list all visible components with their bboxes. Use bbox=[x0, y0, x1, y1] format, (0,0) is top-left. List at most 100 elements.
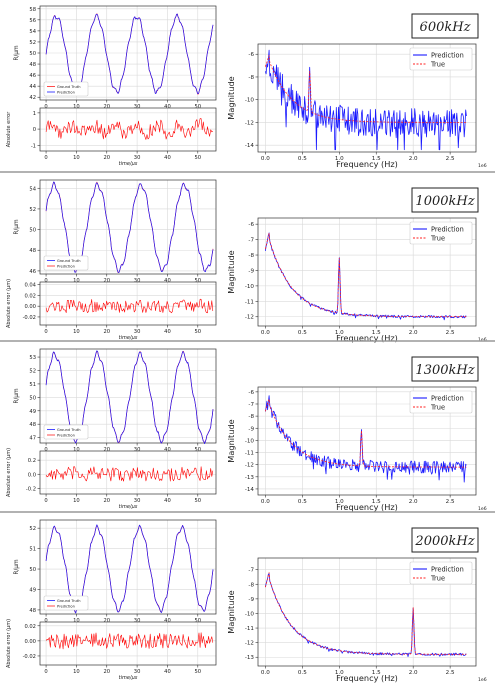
spectrum-chart-xlabel: Frequency (Hz) bbox=[336, 333, 398, 343]
spectrum-chart-frame bbox=[257, 386, 477, 496]
time-chart-xtick-label: 30 bbox=[134, 447, 141, 453]
spectrum-chart: 0.0 0.5 1.0 1.5 2.0 2.5 -7 -8 -9 -10 -11 -12 -13 Magn… bbox=[226, 557, 487, 683]
error-chart-background bbox=[40, 282, 216, 325]
error-chart-xlabel: time/μs bbox=[119, 504, 138, 510]
error-chart-xtick-label: 30 bbox=[134, 329, 141, 335]
error-chart-xtick-label: 20 bbox=[103, 498, 110, 504]
spectrum-chart-ytick-label: -13 bbox=[245, 475, 255, 481]
spectrum-chart-ytick-label: -10 bbox=[245, 98, 255, 104]
spectrum-chart-xtick-label: 1.0 bbox=[335, 330, 344, 336]
true-spectrum-line bbox=[265, 233, 467, 318]
spectrum-chart-frame bbox=[257, 217, 477, 327]
time-chart-ytick-label: 52 bbox=[29, 207, 36, 213]
legend-entry: True bbox=[430, 403, 445, 411]
spectrum-chart-xtick-label: 0.0 bbox=[261, 156, 270, 162]
error-chart-ytick-label: 0.00 bbox=[24, 304, 36, 310]
error-chart-xtick-label: 40 bbox=[164, 329, 171, 335]
time-chart-ytick-label: 50 bbox=[29, 395, 36, 401]
error-chart-ytick-label: -0.2 bbox=[26, 486, 36, 492]
frequency-badge: 1300kHz bbox=[411, 356, 479, 382]
frequency-badge: 2000kHz bbox=[411, 527, 479, 553]
legend-frame bbox=[43, 424, 89, 440]
time-chart: 0 10 20 30 40 50 42 44 46 48 50 52 54 56 58 R/μm Ground … bbox=[14, 5, 217, 110]
spectrum-chart-ytick-label: -12 bbox=[245, 463, 254, 469]
time-chart-ytick-label: 51 bbox=[29, 547, 36, 553]
spectrum-chart-ytick-label: -12 bbox=[245, 641, 254, 647]
time-chart: 0 10 20 30 40 50 47 48 49 50 51 52 53 R/μm Ground Trut… bbox=[14, 348, 217, 453]
error-chart-frame bbox=[39, 281, 217, 326]
error-chart: 0 10 20 30 40 50 -1 0 1 Absolute error time/μs bbox=[6, 107, 217, 167]
frequency-badge: 600kHz bbox=[411, 13, 479, 39]
spectrum-chart-xtick-label: 2.0 bbox=[409, 330, 418, 336]
spectrum-chart-ylabel: Magnitude bbox=[226, 250, 236, 293]
prediction-spectrum-line bbox=[265, 49, 467, 151]
time-chart-ytick-label: 56 bbox=[29, 18, 36, 24]
spectrum-chart: 0.0 0.5 1.0 1.5 2.0 2.5 -6 -7 -8 -9 -10 -11 -12 -13 -1… bbox=[226, 386, 487, 512]
legend-entry: Ground Truth bbox=[57, 428, 80, 432]
spectrum-chart-ytick-label: -6 bbox=[248, 222, 254, 228]
error-line bbox=[45, 466, 214, 482]
error-chart-xlabel: time/μs bbox=[119, 675, 138, 681]
frequency-badge-frame bbox=[411, 356, 479, 382]
error-chart-xtick-label: 0 bbox=[44, 155, 47, 161]
spectrum-chart-xtick-label: 1.5 bbox=[372, 330, 381, 336]
time-chart-ytick-label: 50 bbox=[29, 567, 36, 573]
legend-entry: Ground Truth bbox=[57, 85, 80, 89]
error-chart-xtick-label: 20 bbox=[103, 329, 110, 335]
error-chart-xtick-label: 0 bbox=[44, 669, 47, 675]
legend-frame bbox=[43, 81, 89, 97]
spectrum-chart-ytick-label: -7 bbox=[248, 568, 254, 574]
legend-entry: Prediction bbox=[431, 51, 464, 59]
spectrum-chart-ytick-label: -7 bbox=[248, 402, 254, 408]
legend-entry: Prediction bbox=[57, 264, 75, 268]
error-chart-xtick-label: 30 bbox=[134, 155, 141, 161]
spectrum-chart-xtick-label: 0.0 bbox=[261, 330, 270, 336]
spectrum-chart-ytick-label: -8 bbox=[248, 414, 254, 420]
spectrum-chart-ytick-label: -9 bbox=[248, 597, 254, 603]
spectrum-chart-ytick-label: -10 bbox=[245, 284, 255, 290]
time-chart-ytick-label: 46 bbox=[29, 269, 36, 275]
spectrum-chart-xtick-label: 0.5 bbox=[298, 670, 307, 676]
spectrum-chart-xtick-label: 0.0 bbox=[261, 670, 270, 676]
time-chart-ylabel: R/μm bbox=[14, 388, 20, 404]
spectrum-chart-ylabel: Magnitude bbox=[226, 76, 236, 119]
legend-entry: Prediction bbox=[57, 90, 75, 94]
true-spectrum-line bbox=[265, 55, 467, 123]
spectrum-chart-xtick-label: 1.0 bbox=[335, 499, 344, 505]
spectrum-chart-frame bbox=[257, 43, 477, 153]
spectrum-chart-xtick-label: 1.5 bbox=[372, 670, 381, 676]
time-chart-frame bbox=[39, 519, 217, 615]
spectrum-chart-xtick-label: 1.0 bbox=[335, 156, 344, 162]
time-chart-xtick-label: 50 bbox=[194, 278, 201, 284]
time-chart-ytick-label: 44 bbox=[29, 84, 36, 90]
time-chart-xtick-label: 10 bbox=[73, 447, 80, 453]
legend-entry: Ground Truth bbox=[57, 599, 80, 603]
error-chart-xtick-label: 0 bbox=[44, 498, 47, 504]
error-chart-xtick-label: 20 bbox=[103, 669, 110, 675]
time-chart: 0 10 20 30 40 50 46 48 50 52 54 R/μm Ground TruthPre… bbox=[14, 179, 217, 284]
time-chart-xtick-label: 10 bbox=[73, 618, 80, 624]
spectrum-chart-xtick-label: 0.5 bbox=[298, 156, 307, 162]
spectrum-chart-ytick-label: -11 bbox=[245, 626, 255, 632]
x-offset-label: 1e6 bbox=[478, 506, 487, 512]
prediction-spectrum-line bbox=[265, 232, 467, 321]
error-chart-xtick-label: 50 bbox=[194, 329, 201, 335]
error-chart-xtick-label: 10 bbox=[73, 498, 80, 504]
error-chart-xtick-label: 40 bbox=[164, 669, 171, 675]
legend-entry: Prediction bbox=[57, 433, 75, 437]
time-chart-ytick-label: 58 bbox=[29, 7, 36, 13]
spectrum-chart-ylabel: Magnitude bbox=[226, 419, 236, 462]
spectrum-chart-ytick-label: -6 bbox=[248, 52, 254, 58]
time-chart-ytick-label: 46 bbox=[29, 73, 36, 79]
spectrum-chart-xlabel: Frequency (Hz) bbox=[336, 502, 398, 512]
error-chart-ylabel: Absolute error (μm) bbox=[6, 279, 12, 328]
error-chart-ytick-label: -0.02 bbox=[23, 654, 36, 660]
spectrum-chart-ytick-label: -12 bbox=[245, 315, 254, 321]
frequency-badge-label: 600kHz bbox=[420, 20, 471, 35]
spectrum-chart-xtick-label: 2.5 bbox=[446, 499, 455, 505]
